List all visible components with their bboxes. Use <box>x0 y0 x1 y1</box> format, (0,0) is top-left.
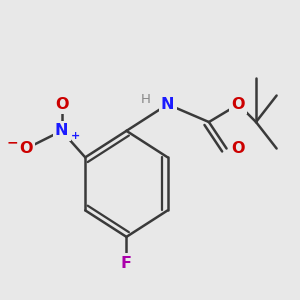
Text: −: − <box>6 136 18 150</box>
Text: O: O <box>20 141 33 156</box>
Text: N: N <box>161 97 174 112</box>
Text: F: F <box>121 256 132 271</box>
Text: O: O <box>232 141 245 156</box>
Text: N: N <box>55 123 68 138</box>
Text: O: O <box>55 97 68 112</box>
Text: H: H <box>141 93 151 106</box>
Text: +: + <box>71 131 80 141</box>
Text: O: O <box>232 97 245 112</box>
